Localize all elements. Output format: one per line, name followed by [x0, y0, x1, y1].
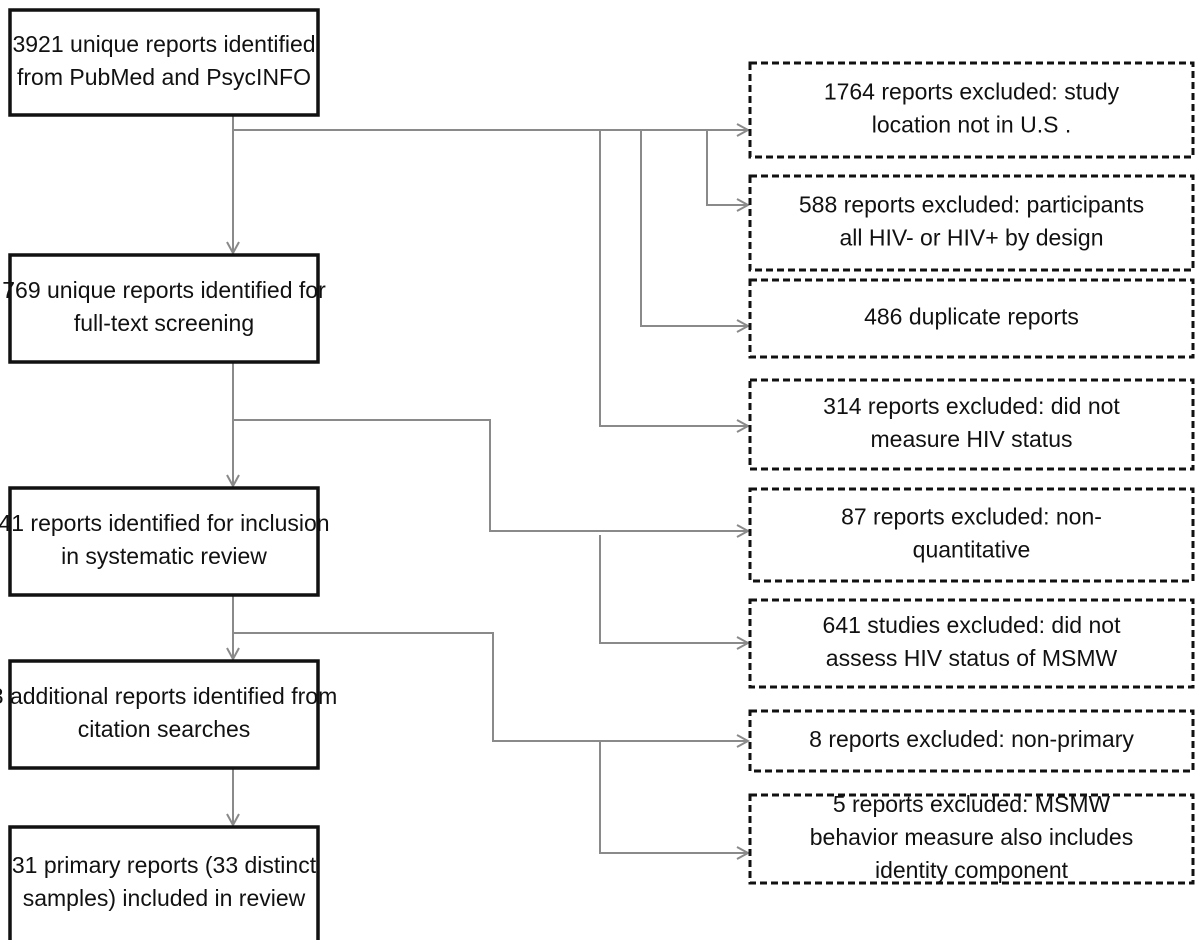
exclusion-box-text: 314 reports excluded: did not: [823, 393, 1120, 419]
arrow: [233, 632, 751, 748]
arrow: [599, 741, 751, 860]
exclusion-box-text: 1764 reports excluded: study: [824, 79, 1120, 105]
process-box-text: 3 additional reports identified from: [0, 683, 337, 709]
process-box-text: 41 reports identified for inclusion: [0, 510, 330, 536]
exclusion-box-text: identity component: [875, 857, 1069, 883]
process-box-text: 769 unique reports identified for: [2, 277, 326, 303]
process-box-text: in systematic review: [61, 543, 267, 569]
process-box-frame: [8, 486, 320, 597]
process-box-text: 3921 unique reports identified: [12, 31, 315, 57]
exclusion-box-text: 8 reports excluded: non-primary: [809, 726, 1134, 752]
exclusion-box-frame: [748, 487, 1195, 583]
exclusion-box-frame: [748, 278, 1195, 359]
exclusion-box-frame: [748, 378, 1195, 471]
exclusion-box-text: 641 studies excluded: did not: [823, 612, 1122, 638]
connectors: [226, 115, 751, 860]
exclusion-box-text: measure HIV status: [871, 426, 1073, 452]
exclusion-box-text: 87 reports excluded: non-: [841, 504, 1102, 530]
exclusion-box-text: location not in U.S .: [872, 112, 1071, 138]
exclusion-box-text: assess HIV status of MSMW: [826, 645, 1118, 671]
arrow: [706, 130, 751, 212]
exclusion-box: 87 reports excluded: non-quantitative: [748, 487, 1195, 583]
exclusion-box: 5 reports excluded: MSMW behavior measure…: [748, 791, 1195, 885]
exclusion-box-text: all HIV- or HIV+ by design: [840, 225, 1104, 251]
exclusion-box-frame: [748, 598, 1195, 689]
exclusion-box-text: 486 duplicate reports: [864, 304, 1079, 330]
exclusion-box: 1764 reports excluded: study location not…: [748, 61, 1195, 159]
process-box-frame: [8, 8, 320, 117]
exclusion-box: 641 studies excluded: did not assess HIV …: [748, 598, 1195, 689]
exclusion-box-text: 5 reports excluded: MSMW: [833, 791, 1111, 817]
arrow: [599, 130, 751, 433]
process-box-text: from PubMed and PsycINFO: [17, 64, 311, 90]
process-box-frame: [8, 253, 320, 364]
process-box-frame: [8, 825, 320, 940]
process-box-text: citation searches: [78, 716, 251, 742]
exclusion-box-frame: [748, 61, 1195, 159]
process-box-frame: [8, 659, 320, 770]
exclusion-box: 314 reports excluded: did not measure HIV…: [748, 378, 1195, 471]
process-box: 3 additional reports identified from cita…: [0, 659, 337, 770]
arrow: [640, 130, 751, 333]
exclusion-box: 588 reports excluded: participants all HI…: [748, 174, 1195, 272]
arrow: [233, 419, 751, 538]
exclusion-box-frame: [748, 709, 1195, 773]
process-box: 3921 unique reports identified from PubMe…: [8, 8, 320, 117]
arrow: [599, 535, 751, 650]
process-box-text: samples) included in review: [23, 885, 306, 911]
process-box: 31 primary reports (33 distinct samples) …: [8, 825, 320, 940]
process-box-text: 31 primary reports (33 distinct: [12, 852, 317, 878]
exclusion-box: 8 reports excluded: non-primary: [748, 709, 1195, 773]
process-box: 769 unique reports identified for full-te…: [2, 253, 326, 364]
exclusion-box-text: 588 reports excluded: participants: [799, 192, 1144, 218]
exclusion-box-text: behavior measure also includes: [810, 824, 1133, 850]
exclusion-box-frame: [748, 793, 1195, 885]
exclusion-box-text: quantitative: [913, 537, 1031, 563]
exclusion-box-frame: [748, 174, 1195, 272]
exclusion-box: 486 duplicate reports: [748, 278, 1195, 359]
process-box: 41 reports identified for inclusion in sy…: [0, 486, 330, 597]
process-box-text: full-text screening: [74, 310, 254, 336]
